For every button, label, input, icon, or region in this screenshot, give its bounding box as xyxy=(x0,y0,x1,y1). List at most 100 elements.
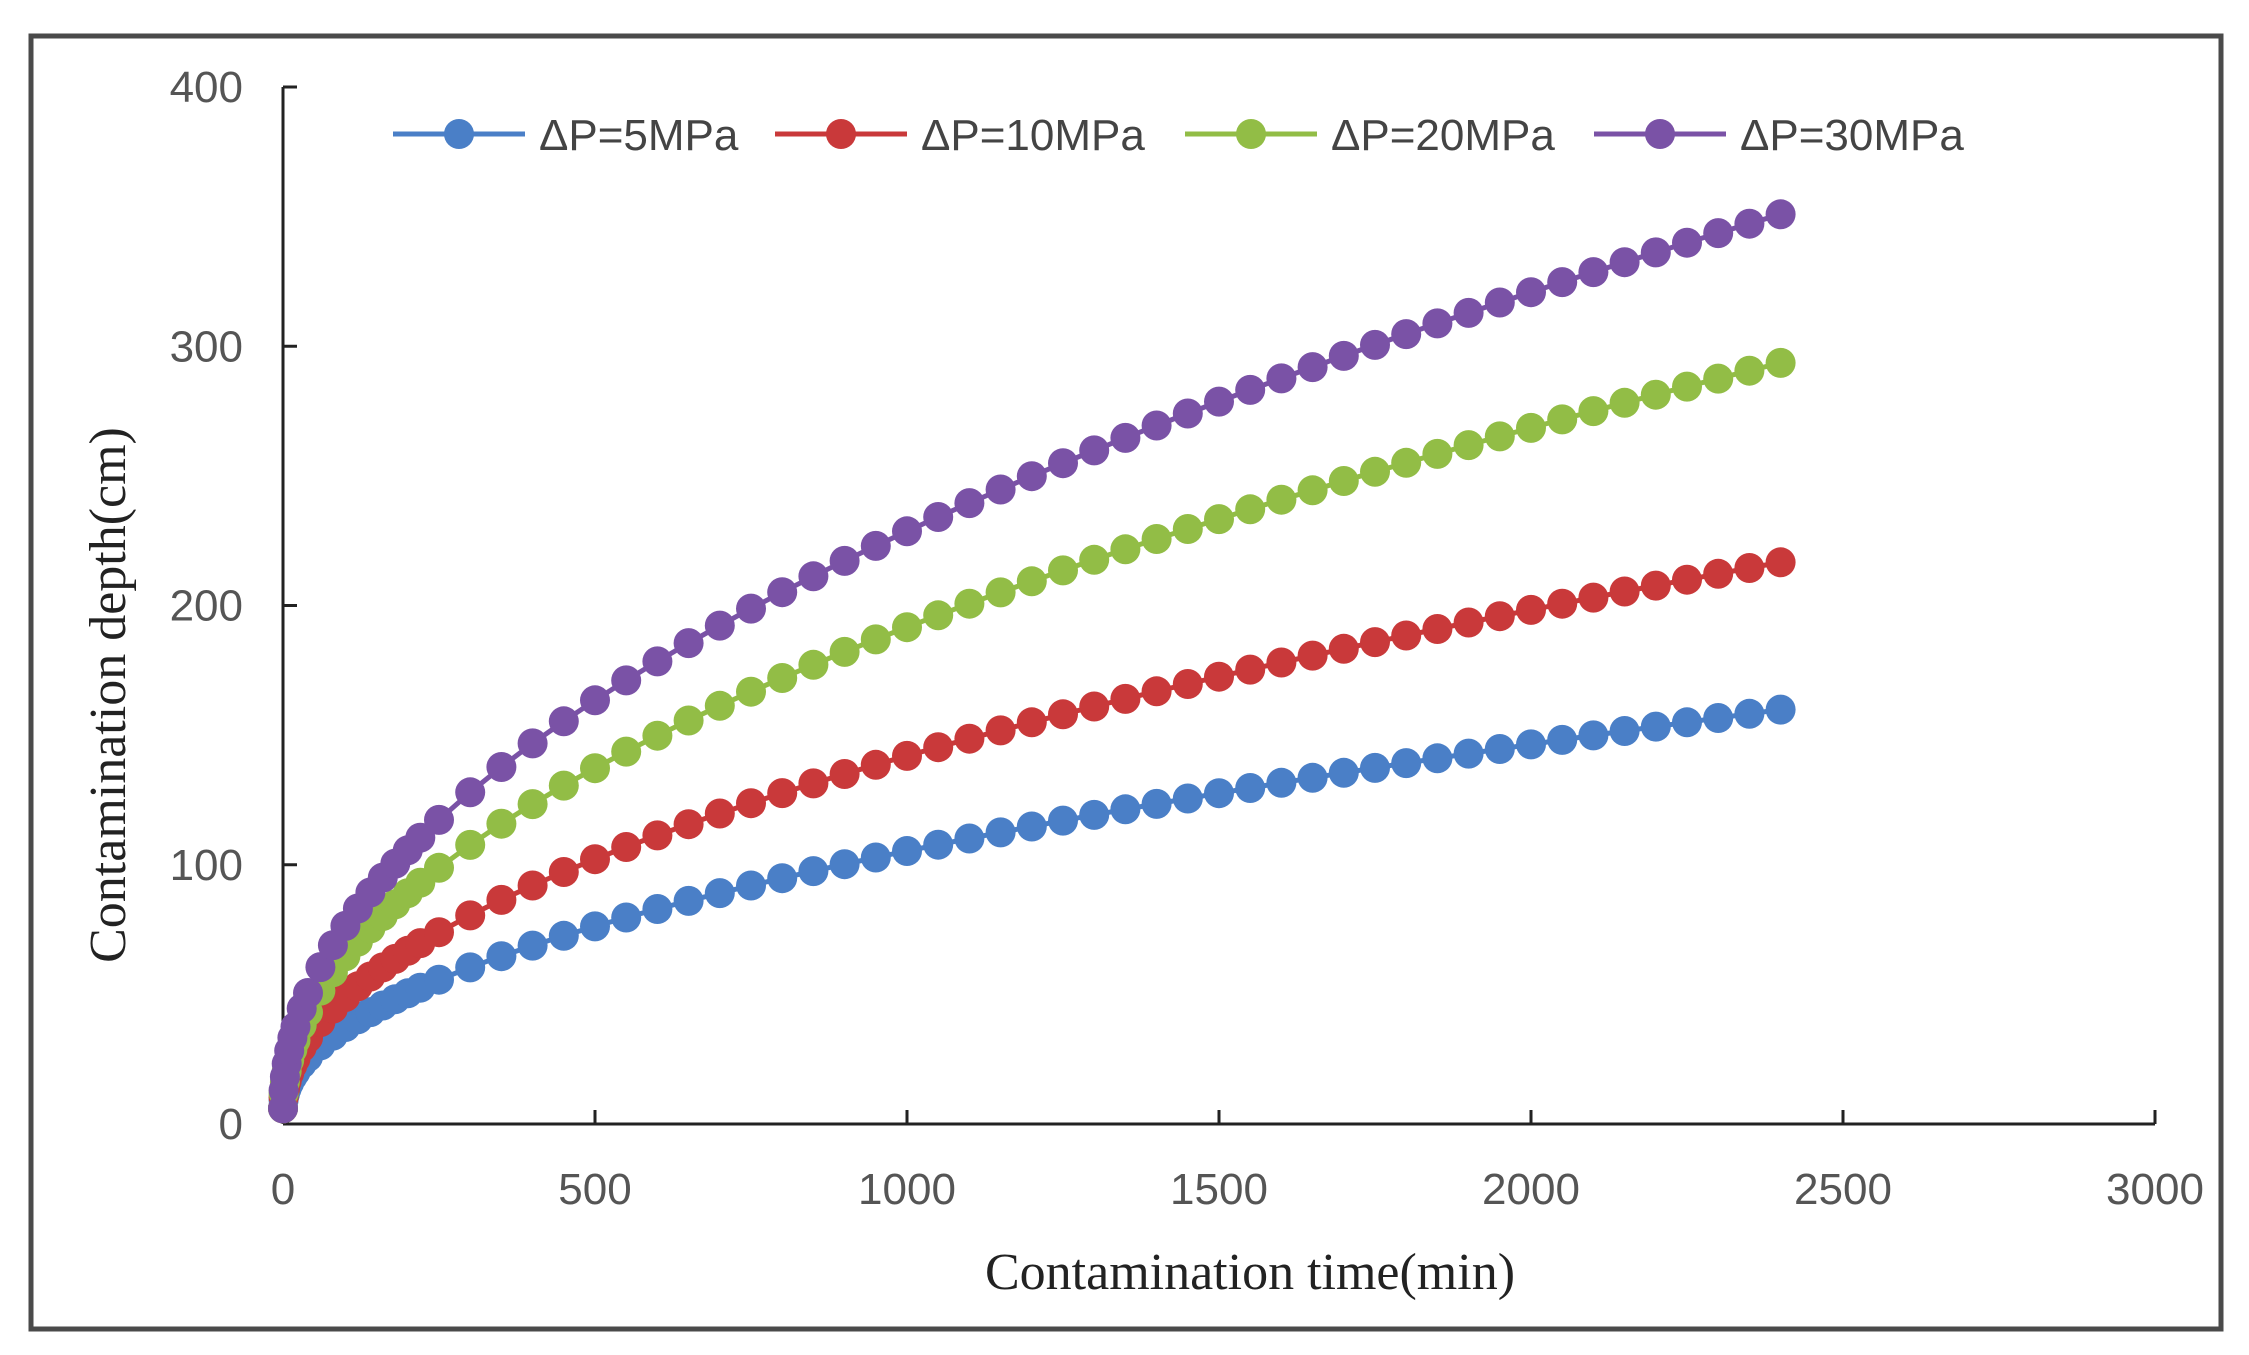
data-point xyxy=(1578,582,1609,613)
data-point xyxy=(767,663,798,693)
data-point xyxy=(1484,734,1515,764)
data-point xyxy=(860,842,891,873)
data-point xyxy=(1079,544,1110,575)
x-axis-title: Contamination time(min) xyxy=(985,1244,1515,1301)
data-point xyxy=(892,836,922,866)
x-tick-label: 1000 xyxy=(858,1165,956,1214)
data-point xyxy=(1360,329,1390,360)
data-point xyxy=(580,685,610,716)
legend-item: ΔP=5MPa xyxy=(393,111,739,160)
data-point xyxy=(1765,547,1796,578)
data-point xyxy=(517,789,548,820)
data-point xyxy=(1391,447,1422,478)
data-point xyxy=(642,646,673,677)
data-point xyxy=(517,728,548,759)
data-point xyxy=(1640,570,1671,601)
data-point xyxy=(829,849,860,880)
y-tick-label: 100 xyxy=(170,841,243,890)
data-point xyxy=(892,612,922,643)
data-point xyxy=(1547,724,1578,755)
data-point xyxy=(517,930,548,961)
data-point xyxy=(517,870,548,901)
data-point xyxy=(1141,524,1172,554)
data-point xyxy=(829,759,860,789)
data-point xyxy=(1172,669,1203,699)
legend-swatch-marker xyxy=(444,119,474,149)
data-point xyxy=(1110,422,1141,453)
data-point xyxy=(1640,237,1671,268)
data-point xyxy=(1578,257,1609,288)
data-point xyxy=(455,952,486,983)
data-point xyxy=(1609,716,1640,746)
data-point xyxy=(1453,430,1484,461)
data-point xyxy=(985,577,1016,608)
data-point xyxy=(704,690,735,721)
data-point xyxy=(860,749,891,780)
data-point xyxy=(1734,553,1765,583)
data-point xyxy=(1172,398,1203,429)
data-point xyxy=(1453,607,1484,638)
data-point xyxy=(1016,707,1047,738)
x-tick-label: 0 xyxy=(271,1165,295,1214)
data-point xyxy=(1235,494,1266,525)
data-point xyxy=(767,577,798,608)
data-point xyxy=(829,545,860,576)
data-point xyxy=(580,753,610,784)
data-point xyxy=(1703,558,1734,589)
series-4 xyxy=(268,199,1796,1124)
data-point xyxy=(1110,683,1141,714)
series-2 xyxy=(268,547,1796,1124)
x-ticks: 0 500 1000 1500 2000 2500 3000 xyxy=(271,1110,2204,1214)
series-layer xyxy=(268,199,1796,1124)
data-point xyxy=(923,829,954,860)
data-point xyxy=(892,740,922,771)
data-point xyxy=(954,823,985,854)
data-point xyxy=(1578,720,1609,751)
data-point xyxy=(1328,340,1359,371)
data-point xyxy=(954,723,985,754)
legend-item: ΔP=30MPa xyxy=(1594,111,1964,160)
data-point xyxy=(1765,347,1796,378)
data-point xyxy=(923,732,954,763)
data-point xyxy=(1640,711,1671,742)
data-point xyxy=(1297,352,1328,383)
data-point xyxy=(1422,308,1453,339)
y-tick-label: 0 xyxy=(219,1100,243,1149)
y-tick-label: 400 xyxy=(170,63,243,112)
data-point xyxy=(1609,387,1640,418)
data-point xyxy=(892,516,922,547)
data-point xyxy=(1609,247,1640,278)
data-point xyxy=(704,878,735,909)
data-point xyxy=(1672,227,1702,258)
data-point xyxy=(1297,475,1328,506)
data-point xyxy=(798,561,829,592)
data-point xyxy=(486,808,517,839)
data-point xyxy=(1422,438,1453,469)
data-point xyxy=(1204,778,1234,809)
data-point xyxy=(1360,752,1390,783)
data-point xyxy=(548,857,579,887)
x-tick-label: 2500 xyxy=(1794,1165,1892,1214)
data-point xyxy=(1048,699,1078,730)
data-point xyxy=(1422,743,1453,774)
data-point xyxy=(860,530,891,561)
data-point xyxy=(1360,627,1390,658)
data-point xyxy=(1422,614,1453,644)
data-point xyxy=(1453,297,1484,328)
data-point xyxy=(1016,566,1047,597)
data-point xyxy=(1672,707,1702,738)
data-point xyxy=(1079,691,1110,722)
data-point xyxy=(1672,564,1702,595)
data-point xyxy=(548,920,579,951)
data-point xyxy=(767,778,798,809)
data-point xyxy=(985,715,1016,746)
data-point xyxy=(736,870,766,901)
data-point xyxy=(736,593,766,624)
data-point xyxy=(1516,594,1546,625)
y-tick-label: 300 xyxy=(170,322,243,371)
data-point xyxy=(1328,466,1359,496)
data-point xyxy=(985,474,1016,505)
data-point xyxy=(985,817,1016,848)
data-point xyxy=(1734,698,1765,729)
